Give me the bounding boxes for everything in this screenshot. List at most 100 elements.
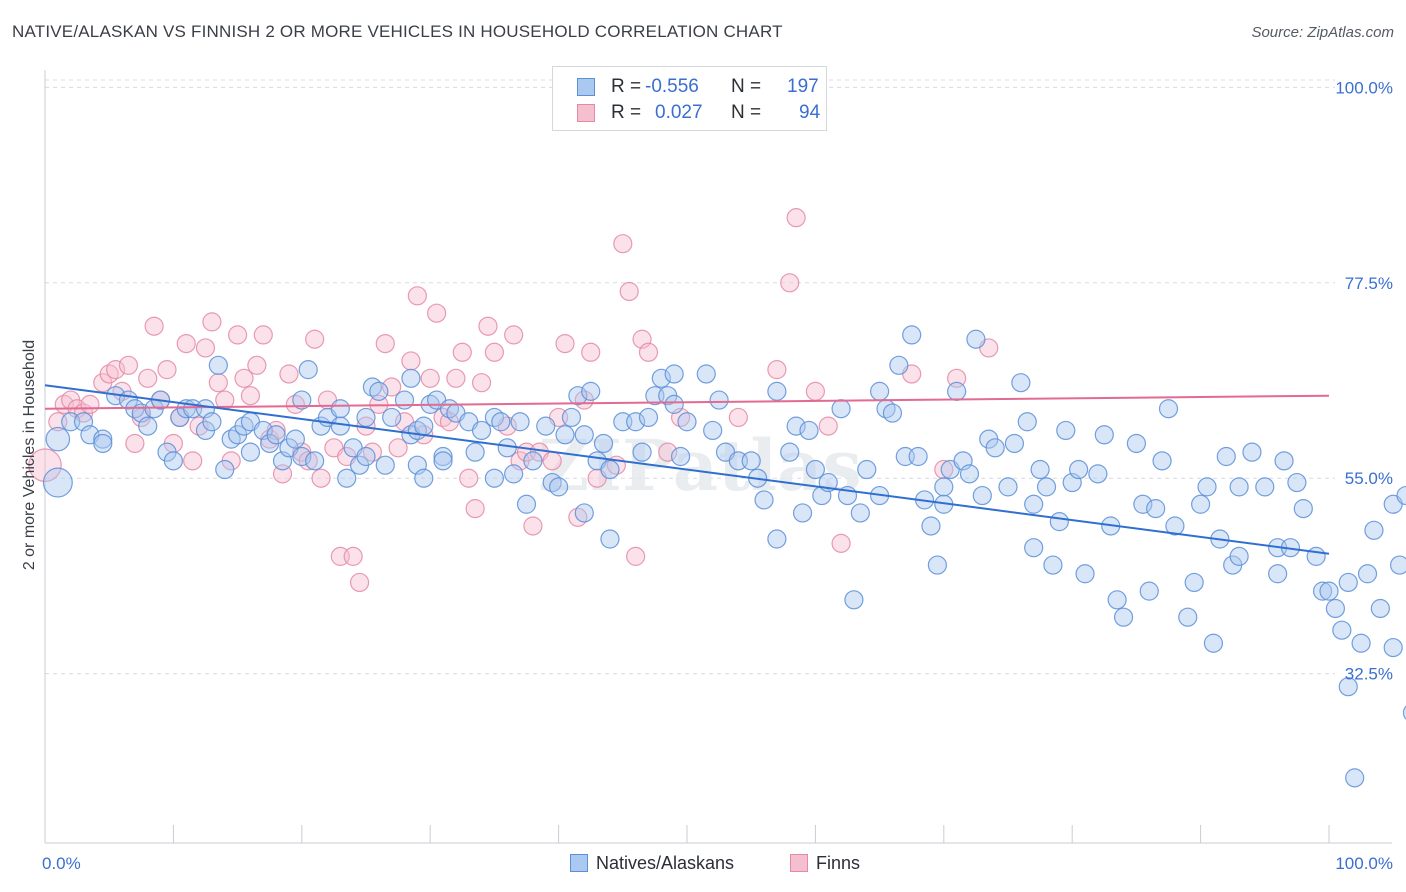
natives-point <box>1158 399 1179 419</box>
natives-point <box>1357 564 1378 584</box>
natives-point <box>568 386 588 406</box>
finns-point <box>144 316 164 336</box>
chart-title: NATIVE/ALASKAN VS FINNISH 2 OR MORE VEHI… <box>12 22 783 41</box>
natives-point <box>202 412 222 432</box>
natives-point <box>1017 412 1037 432</box>
finns-point <box>106 360 126 380</box>
natives-point <box>600 529 620 549</box>
natives-point <box>465 442 485 462</box>
natives-point <box>889 355 909 375</box>
natives-point <box>1146 499 1166 519</box>
natives-point <box>1319 581 1339 601</box>
natives-point <box>1390 555 1406 575</box>
x-tick-label: 100.0% <box>1335 854 1393 873</box>
natives-point <box>972 485 992 506</box>
natives-point <box>285 429 305 449</box>
natives-point <box>382 407 402 428</box>
natives-point <box>1030 459 1050 480</box>
natives-point <box>1364 520 1384 540</box>
natives-point <box>1306 546 1326 566</box>
y-tick-label: 32.5% <box>1345 665 1393 684</box>
finns-point <box>420 368 440 388</box>
natives-point <box>831 399 851 419</box>
natives-point <box>998 477 1018 497</box>
natives-point <box>696 364 716 384</box>
natives-point <box>780 442 800 462</box>
natives-point <box>414 416 434 436</box>
finns-point <box>401 351 421 371</box>
natives-point <box>574 503 594 523</box>
bottom-legend-finns: Finns <box>790 853 860 874</box>
natives-point <box>767 529 787 549</box>
legend-n-value: 94 <box>799 102 821 123</box>
finns-point <box>28 448 62 482</box>
natives-point <box>1293 499 1313 519</box>
natives-point <box>1165 516 1185 536</box>
y-tick-label: 77.5% <box>1345 274 1393 293</box>
y-tick-label: 100.0% <box>1335 78 1393 97</box>
finns-point <box>80 394 100 414</box>
natives-point <box>138 416 158 436</box>
natives-point <box>934 477 954 497</box>
natives-point <box>792 503 813 523</box>
natives-point <box>664 364 684 384</box>
natives-point <box>985 438 1005 458</box>
natives-point <box>266 425 286 445</box>
finns-point <box>247 355 267 375</box>
natives-point <box>754 490 774 510</box>
natives-point <box>850 503 870 523</box>
finns-point <box>343 546 363 566</box>
natives-point <box>581 381 601 401</box>
natives-point <box>664 394 684 414</box>
natives-point <box>1325 598 1346 619</box>
finns-point <box>202 312 222 332</box>
natives-point <box>1216 446 1236 467</box>
natives-point <box>215 459 235 480</box>
finns-point <box>581 342 601 362</box>
finns-point <box>934 459 954 480</box>
finns-point <box>446 368 466 388</box>
natives-point <box>298 360 318 380</box>
finns-point <box>138 368 158 388</box>
natives-point <box>1229 546 1249 566</box>
natives-point <box>523 451 543 471</box>
legend-swatch-finns <box>577 104 595 122</box>
bottom-legend-label-natives: Natives/Alaskans <box>596 853 735 873</box>
natives-point <box>1351 633 1371 653</box>
finns-point <box>228 325 248 345</box>
natives-point <box>45 426 71 452</box>
bottom-legend-label-finns: Finns <box>816 853 861 873</box>
finns-point <box>805 381 826 401</box>
natives-point <box>1178 607 1198 627</box>
natives-point <box>632 442 652 462</box>
finns-point <box>157 360 177 380</box>
natives-point <box>555 425 575 445</box>
finns-point <box>523 516 543 536</box>
legend-n-value: 197 <box>787 76 819 97</box>
finns-point <box>272 464 293 484</box>
natives-point <box>491 412 511 432</box>
finns-point <box>786 208 806 228</box>
natives-point <box>356 407 376 428</box>
natives-point <box>1011 373 1031 393</box>
finns-point <box>504 325 524 345</box>
natives-point <box>1338 572 1358 593</box>
natives-point <box>1203 633 1224 653</box>
natives-point <box>1190 494 1211 514</box>
finns-point <box>818 416 838 436</box>
finns-point <box>118 355 139 375</box>
finns-point <box>349 572 370 593</box>
natives-point <box>369 381 389 401</box>
natives-point <box>292 390 312 410</box>
natives-point <box>741 451 761 471</box>
natives-point <box>536 416 556 436</box>
natives-point <box>356 446 376 467</box>
natives-point <box>677 412 697 432</box>
finns-point <box>305 329 325 349</box>
natives-point <box>805 459 826 480</box>
natives-point <box>471 420 492 441</box>
natives-point <box>1242 442 1262 462</box>
natives-point <box>93 429 113 449</box>
natives-point <box>484 468 504 488</box>
